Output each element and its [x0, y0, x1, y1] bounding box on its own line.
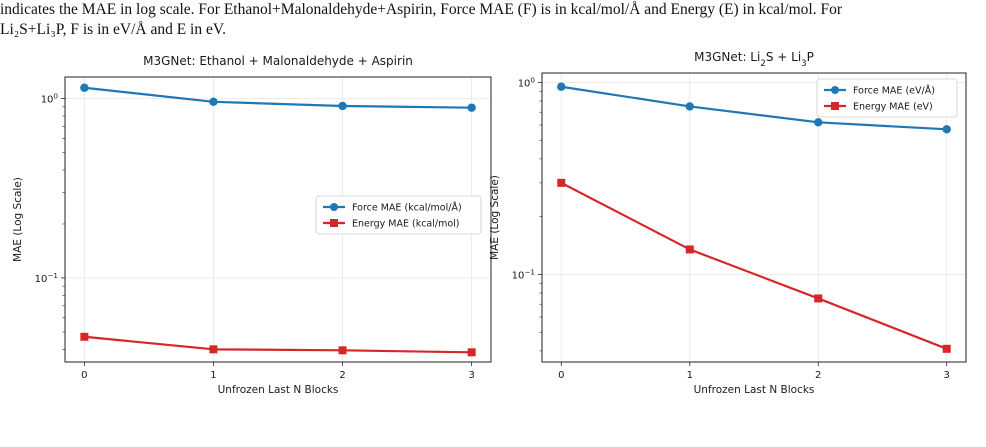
data-point-energy	[814, 294, 823, 303]
legend-box	[315, 195, 482, 235]
data-point-energy	[80, 332, 89, 341]
y-axis-label: MAE (Log Scale)	[12, 177, 24, 262]
data-point-energy	[467, 348, 476, 357]
chart-right: M3GNet: Li2S + Li3P 0 1 2 3 100 10−1 Unfrozen L…	[489, 50, 967, 396]
series-line-force	[84, 86, 472, 109]
data-point-force	[814, 118, 823, 127]
y-tick-label: 100	[41, 91, 59, 106]
data-point-force	[80, 83, 89, 92]
data-point-energy	[209, 345, 218, 354]
data-point-energy	[942, 344, 951, 353]
legend: Force MAE (eV/Å) Energy MAE (eV)	[816, 78, 958, 118]
y-tick-label: 100	[518, 75, 536, 90]
x-axis-label: Unfrozen Last N Blocks	[218, 384, 339, 396]
chart-title: M3GNet: Ethanol + Malonaldehyde + Aspiri…	[143, 54, 413, 68]
data-point-energy	[685, 245, 694, 254]
x-tick-label: 3	[468, 370, 474, 381]
x-tick-label: 1	[210, 370, 216, 381]
x-tick-label: 0	[558, 370, 564, 381]
legend-label: Energy MAE (kcal/mol)	[352, 219, 460, 230]
data-point-force	[942, 125, 951, 134]
legend-marker-square	[330, 219, 338, 227]
data-point-force	[467, 103, 476, 112]
x-tick-label: 3	[944, 370, 950, 381]
data-point-force	[557, 82, 566, 91]
x-tick-label: 2	[339, 370, 345, 381]
x-tick-label: 1	[687, 370, 693, 381]
x-tick-label: 2	[815, 370, 821, 381]
legend-label: Force MAE (eV/Å)	[853, 85, 935, 97]
legend-label: Force MAE (kcal/mol/Å)	[352, 202, 462, 214]
plot-frame	[64, 76, 492, 363]
y-tick-label: 10−1	[35, 270, 58, 285]
legend-label: Energy MAE (eV)	[853, 102, 933, 113]
x-tick-label: 0	[81, 370, 87, 381]
legend-marker-square	[831, 102, 839, 110]
data-point-energy	[557, 178, 566, 187]
data-point-force	[209, 97, 218, 107]
legend-box	[816, 78, 958, 118]
x-axis-label: Unfrozen Last N Blocks	[694, 384, 815, 396]
series-line-energy	[560, 181, 948, 350]
chart-title: M3GNet: Li2S + Li3P	[694, 50, 814, 69]
data-point-force	[685, 102, 694, 111]
plot-frame	[541, 72, 967, 363]
legend: Force MAE (kcal/mol/Å) Energy MAE (kcal/m…	[315, 195, 482, 235]
data-point-force	[338, 101, 347, 111]
caption-line-1: indicates the MAE in log scale. For Etha…	[0, 1, 842, 18]
caption-line-2: Li₂S+Li₃P, F is in eV/Å and E in eV.	[0, 21, 226, 38]
legend-marker-circle	[831, 86, 839, 94]
legend-marker-circle	[330, 203, 338, 211]
series-line-force	[561, 85, 947, 131]
y-tick-label: 10−1	[512, 267, 535, 282]
chart-left: M3GNet: Ethanol + Malonaldehyde + Aspiri…	[12, 54, 492, 396]
data-point-energy	[338, 346, 347, 355]
series-line-energy	[84, 335, 472, 354]
y-axis-label: MAE (Log Scale)	[489, 175, 501, 260]
figure-caption: indicates the MAE in log scale. For Etha…	[0, 0, 986, 40]
